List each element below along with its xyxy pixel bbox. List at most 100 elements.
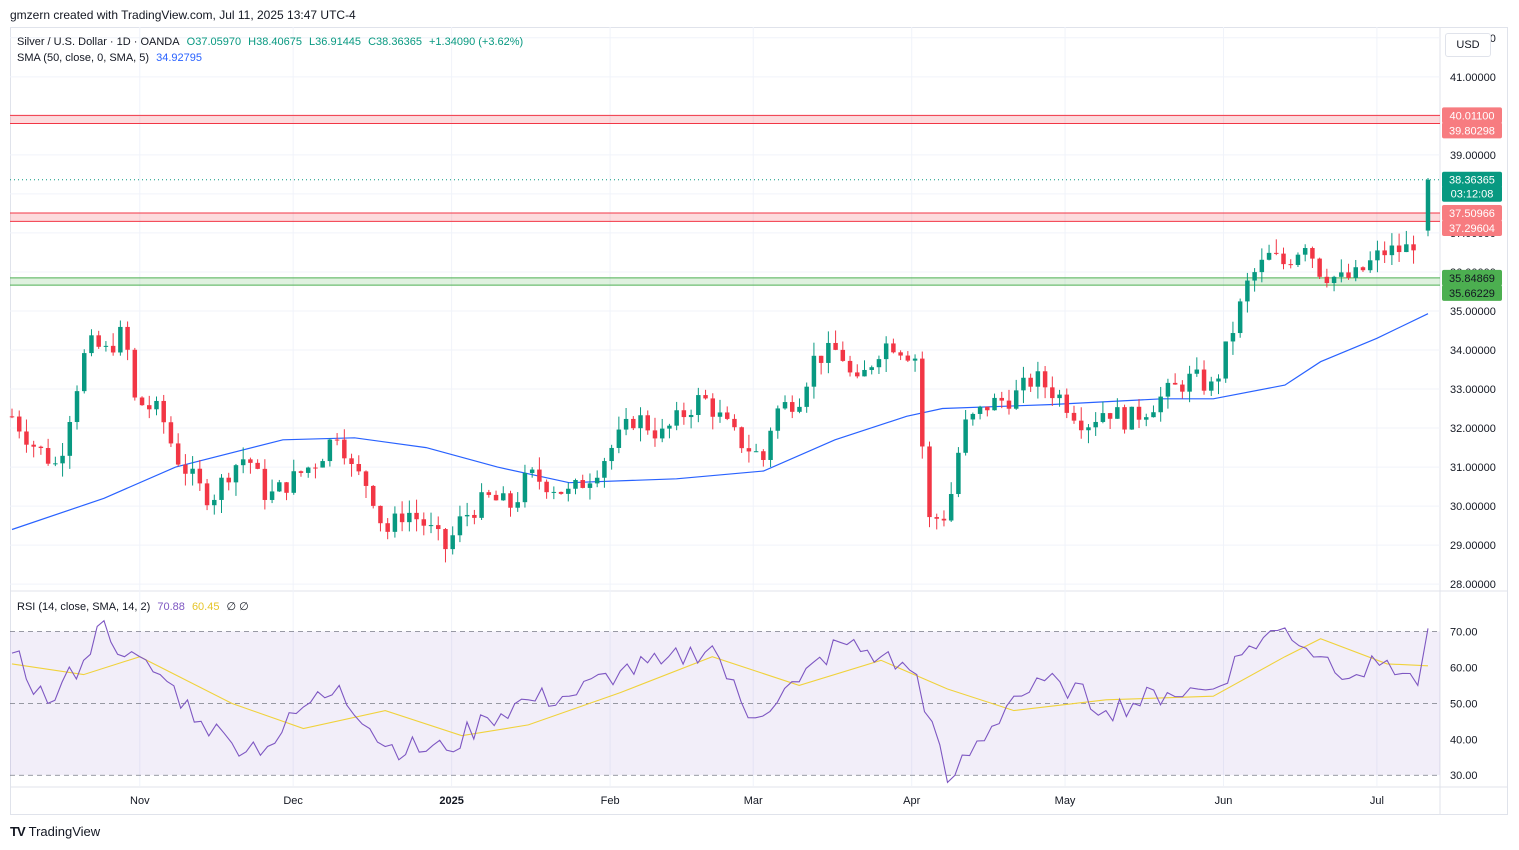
symbol-legend[interactable]: Silver / U.S. Dollar · 1D · OANDA O37.05… bbox=[17, 36, 527, 48]
candle-body bbox=[956, 452, 961, 495]
candle-body bbox=[1172, 382, 1178, 385]
candle-body bbox=[1187, 373, 1192, 392]
price-tick-label: 39.00000 bbox=[1450, 150, 1496, 162]
candle-body bbox=[674, 410, 679, 426]
candle-body bbox=[1115, 407, 1120, 419]
candle-body bbox=[385, 523, 390, 532]
candle-body bbox=[609, 447, 614, 462]
candle-body bbox=[313, 467, 318, 469]
candle-body bbox=[82, 353, 87, 392]
candle-body bbox=[1353, 267, 1358, 278]
tradingview-brand[interactable]: TV TradingView bbox=[10, 824, 100, 839]
chart-frame bbox=[10, 27, 1508, 815]
candle-body bbox=[197, 468, 203, 484]
time-tick-label: Dec bbox=[283, 795, 303, 807]
candle-body bbox=[305, 467, 311, 473]
candle-body bbox=[522, 472, 528, 503]
time-tick-label: Nov bbox=[130, 795, 150, 807]
candle-body bbox=[631, 418, 636, 429]
candle-body bbox=[370, 485, 376, 506]
candle-body bbox=[667, 425, 672, 429]
price-label-box bbox=[1442, 107, 1502, 124]
candle-body bbox=[139, 397, 145, 406]
candle-body bbox=[219, 477, 224, 500]
price-label-text: 35.66229 bbox=[1449, 288, 1495, 300]
candle-body bbox=[927, 446, 932, 518]
candle-body bbox=[1122, 407, 1127, 430]
candle-body bbox=[891, 343, 896, 353]
candle-body bbox=[132, 349, 138, 398]
candle-body bbox=[1021, 377, 1026, 391]
candle-body bbox=[855, 372, 860, 377]
candle-body bbox=[9, 416, 15, 418]
price-tick-label: 34.00000 bbox=[1450, 345, 1496, 357]
candle-body bbox=[1035, 371, 1041, 387]
axes: 28.00000 29.00000 30.00000 31.00000 32.00000… bbox=[130, 33, 1502, 807]
candle-body bbox=[103, 345, 109, 347]
candles bbox=[9, 178, 1431, 563]
price-label-text: 03:12:08 bbox=[1451, 189, 1494, 201]
price-tick-label: 35.00000 bbox=[1450, 306, 1496, 318]
candle-body bbox=[1028, 377, 1033, 387]
symbol-name: Silver / U.S. Dollar · 1D · OANDA bbox=[17, 36, 180, 48]
tradingview-logo-icon: TV bbox=[10, 824, 26, 839]
candle-body bbox=[1396, 245, 1402, 253]
candle-body bbox=[1057, 394, 1062, 399]
candle-body bbox=[392, 513, 398, 532]
candle-body bbox=[1050, 387, 1055, 399]
candle-body bbox=[443, 529, 448, 550]
candle-body bbox=[342, 439, 347, 459]
candle-body bbox=[1136, 406, 1142, 420]
candle-body bbox=[537, 469, 542, 482]
candle-body bbox=[912, 358, 918, 361]
grid bbox=[10, 27, 1508, 814]
candle-body bbox=[60, 455, 65, 464]
candle-body bbox=[826, 342, 831, 363]
candle-body bbox=[226, 477, 231, 483]
candle-body bbox=[1382, 250, 1387, 256]
candle-body bbox=[992, 397, 997, 411]
candle-body bbox=[999, 397, 1004, 401]
rsi-extra: ∅ ∅ bbox=[226, 601, 249, 613]
rsi-legend[interactable]: RSI (14, close, SMA, 14, 2) 70.88 60.45 … bbox=[17, 600, 253, 613]
candle-body bbox=[1274, 252, 1279, 254]
candle-body bbox=[118, 326, 123, 353]
rsi-tick-label: 40.00 bbox=[1450, 734, 1478, 746]
price-tick-label: 31.00000 bbox=[1450, 462, 1496, 474]
support-zone bbox=[10, 277, 1440, 286]
candle-body bbox=[262, 468, 268, 500]
candle-body bbox=[1006, 400, 1012, 409]
legend-close: C38.36365 bbox=[368, 36, 422, 48]
sma-line-group bbox=[11, 313, 1429, 531]
candle-body bbox=[1151, 412, 1156, 418]
candle-body bbox=[862, 369, 867, 377]
candle-body bbox=[876, 359, 882, 368]
candle-body bbox=[67, 422, 73, 456]
candle-body bbox=[833, 342, 838, 350]
candle-body bbox=[212, 499, 217, 506]
rsi-tick-label: 50.00 bbox=[1450, 698, 1478, 710]
candle-body bbox=[681, 410, 687, 418]
candle-body bbox=[16, 416, 22, 432]
candle-body bbox=[190, 468, 195, 474]
brand-name: TradingView bbox=[28, 824, 101, 839]
candle-body bbox=[356, 464, 362, 472]
candle-body bbox=[580, 480, 585, 488]
legend-open: O37.05970 bbox=[186, 36, 242, 48]
candle-body bbox=[761, 451, 766, 460]
candle-body bbox=[696, 395, 701, 415]
candle-body bbox=[804, 386, 809, 407]
currency-button[interactable]: USD bbox=[1445, 33, 1491, 57]
sma-legend[interactable]: SMA (50, close, 0, SMA, 5) 34.92795 bbox=[17, 52, 206, 64]
candle-body bbox=[298, 471, 304, 473]
candle-body bbox=[363, 471, 369, 486]
candle-body bbox=[1389, 245, 1395, 256]
candle-body bbox=[1209, 381, 1214, 391]
candle-body bbox=[89, 335, 94, 354]
candle-body bbox=[1180, 384, 1185, 392]
candle-body bbox=[1230, 333, 1236, 342]
candle-body bbox=[934, 517, 939, 519]
candle-body bbox=[818, 355, 824, 363]
candle-body bbox=[154, 400, 159, 410]
